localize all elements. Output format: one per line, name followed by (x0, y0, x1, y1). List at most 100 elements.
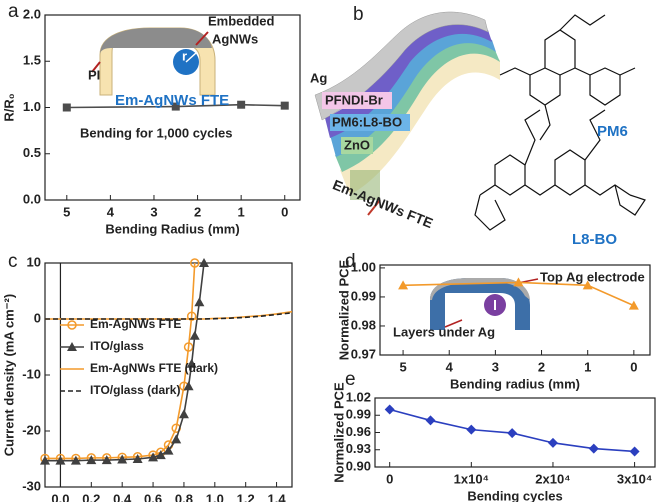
data-point (55, 455, 66, 465)
x-tick-label: 0.2 (82, 491, 100, 502)
layer-label: Ag (310, 70, 327, 85)
layer-box (330, 114, 410, 131)
x-tick-label: 0 (281, 204, 288, 219)
molecule-label: PM6 (597, 123, 628, 140)
annotation: Bending for 1,000 cycles (80, 125, 232, 140)
layer-box (341, 137, 373, 154)
x-tick-label: 2 (538, 359, 545, 374)
data-point (507, 428, 518, 439)
legend-label: Em-AgNWs FTE (90, 317, 181, 331)
y-tick-label: 0.93 (346, 441, 371, 456)
layer-label: PFNDI-Br (325, 92, 383, 107)
x-tick-label: 0 (386, 471, 393, 486)
y-tick-label: 0.5 (23, 145, 41, 160)
y-tick-label: -20 (22, 422, 41, 437)
data-point (425, 415, 436, 426)
x-tick-label: 1x10⁴ (454, 471, 489, 486)
y-axis-label: Normalized PCE (331, 382, 346, 483)
data-point (199, 258, 210, 267)
panel-label: c (8, 251, 18, 272)
y-axis-label: Normalized PCE (336, 259, 351, 360)
legend-label: ITO/glass (dark) (90, 383, 180, 397)
data-point (280, 101, 289, 110)
data-point (513, 277, 524, 287)
y-tick-label: 0.98 (351, 317, 376, 332)
y-tick-label: -10 (22, 366, 41, 381)
molecule-drawing (474, 14, 646, 231)
x-tick-label: 1 (238, 204, 245, 219)
data-point (189, 258, 200, 268)
data-point (398, 280, 409, 290)
annotation: r (182, 48, 187, 63)
data-point (70, 455, 81, 465)
data-point (62, 103, 71, 112)
x-tick-label: 3 (150, 204, 157, 219)
data-point (86, 455, 97, 465)
annotation: Layers under Ag (393, 324, 495, 339)
layer-label: ZnO (344, 137, 370, 152)
y-tick-label: 0.97 (351, 346, 376, 361)
data-line (66, 103, 285, 109)
x-tick-label: 4 (446, 359, 454, 374)
data-point (629, 446, 640, 457)
data-point (183, 342, 194, 352)
data-point (466, 424, 477, 435)
y-tick-label: 0.0 (23, 191, 41, 206)
y-tick-label: 1.02 (346, 389, 371, 404)
annotation: PI (88, 67, 100, 82)
data-point (582, 280, 593, 290)
data-point (40, 455, 50, 465)
panel-label: b (353, 4, 364, 25)
layer-label: Em-AgNWs FTE (330, 176, 435, 231)
legend-marker (67, 342, 77, 351)
y-tick-label: 0.99 (346, 407, 371, 422)
data-point (237, 100, 246, 109)
x-tick-label: 3 (492, 359, 499, 374)
x-tick-label: 1 (584, 359, 591, 374)
molecule-label: L8-BO (572, 231, 617, 248)
data-point (183, 381, 194, 391)
x-tick-label: 1.0 (206, 491, 224, 502)
y-tick-label: 10 (27, 254, 41, 269)
data-point (186, 311, 197, 321)
legend-marker (67, 320, 77, 330)
data-point (171, 434, 182, 444)
data-point (101, 455, 112, 465)
x-axis-label: Bending cycles (467, 488, 562, 502)
data-point (628, 300, 639, 310)
y-tick-label: 0.90 (346, 458, 371, 473)
x-tick-label: 5 (63, 204, 70, 219)
x-tick-label: 5 (399, 359, 406, 374)
y-tick-label: 1.00 (351, 259, 376, 274)
data-line (403, 281, 635, 307)
x-tick-label: 2 (194, 204, 201, 219)
annotation: Top Ag electrode (540, 269, 645, 284)
x-tick-label: 0.8 (175, 491, 193, 502)
x-tick-label: 1.2 (237, 491, 255, 502)
data-point (178, 409, 189, 419)
data-point (384, 404, 395, 415)
x-tick-label: 4 (107, 204, 115, 219)
inset-cylinder (91, 27, 216, 96)
x-tick-label: 3x10⁴ (617, 471, 652, 486)
legend-label: Em-AgNWs FTE (dark) (90, 361, 218, 375)
data-point (588, 443, 599, 454)
data-line (45, 312, 293, 320)
data-point (194, 297, 205, 307)
x-tick-label: 0.4 (113, 491, 132, 502)
y-tick-label: 1.0 (23, 99, 41, 114)
panel-label: e (345, 369, 356, 390)
annotation: Em-AgNWs FTE (115, 92, 229, 109)
data-point (163, 445, 174, 455)
panel-label: d (345, 251, 356, 272)
y-tick-label: 0.96 (346, 424, 371, 439)
layer-box (322, 92, 392, 109)
panel-label: a (8, 1, 19, 22)
data-point (117, 454, 128, 464)
data-point (155, 450, 166, 460)
y-tick-label: -30 (22, 478, 41, 493)
y-tick-label: 1.5 (23, 53, 41, 68)
x-tick-label: 0.0 (51, 491, 69, 502)
data-point (189, 330, 200, 340)
